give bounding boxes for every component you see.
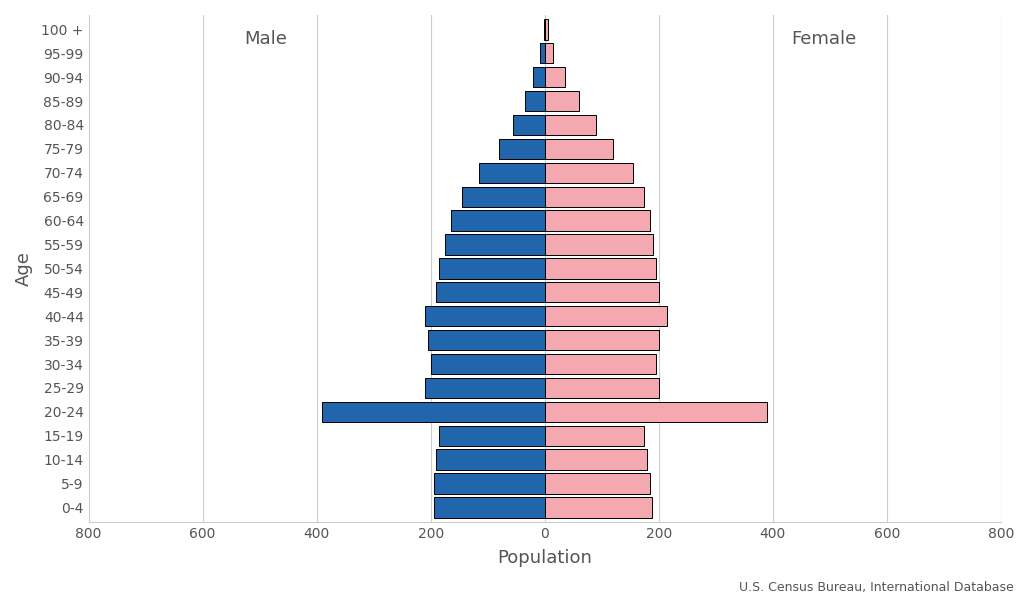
- Bar: [544, 425, 644, 446]
- Text: Female: Female: [791, 30, 857, 48]
- Bar: [525, 91, 544, 111]
- X-axis label: Population: Population: [497, 549, 592, 567]
- Bar: [480, 163, 544, 183]
- Bar: [433, 497, 544, 518]
- Bar: [544, 497, 652, 518]
- Bar: [544, 378, 659, 398]
- Bar: [544, 163, 633, 183]
- Bar: [433, 473, 544, 494]
- Bar: [543, 19, 544, 40]
- Bar: [544, 115, 596, 135]
- Bar: [451, 211, 544, 231]
- Bar: [544, 187, 644, 207]
- Bar: [322, 401, 544, 422]
- Bar: [544, 282, 659, 302]
- Bar: [544, 67, 565, 88]
- Bar: [544, 306, 667, 326]
- Bar: [445, 235, 544, 254]
- Bar: [439, 258, 544, 278]
- Bar: [428, 330, 544, 350]
- Bar: [544, 139, 613, 159]
- Text: Male: Male: [244, 30, 287, 48]
- Bar: [544, 330, 659, 350]
- Bar: [436, 282, 544, 302]
- Bar: [513, 115, 544, 135]
- Bar: [436, 449, 544, 470]
- Text: U.S. Census Bureau, International Database: U.S. Census Bureau, International Databa…: [739, 581, 1014, 594]
- Bar: [425, 378, 544, 398]
- Bar: [544, 473, 650, 494]
- Bar: [544, 19, 547, 40]
- Bar: [425, 306, 544, 326]
- Bar: [544, 211, 650, 231]
- Bar: [544, 235, 653, 254]
- Bar: [533, 67, 544, 88]
- Bar: [544, 258, 655, 278]
- Bar: [431, 354, 544, 374]
- Bar: [439, 425, 544, 446]
- Bar: [499, 139, 544, 159]
- Bar: [544, 401, 767, 422]
- Bar: [462, 187, 544, 207]
- Bar: [544, 354, 655, 374]
- Bar: [540, 43, 544, 64]
- Y-axis label: Age: Age: [15, 251, 33, 286]
- Bar: [544, 91, 579, 111]
- Bar: [544, 449, 647, 470]
- Bar: [544, 43, 554, 64]
